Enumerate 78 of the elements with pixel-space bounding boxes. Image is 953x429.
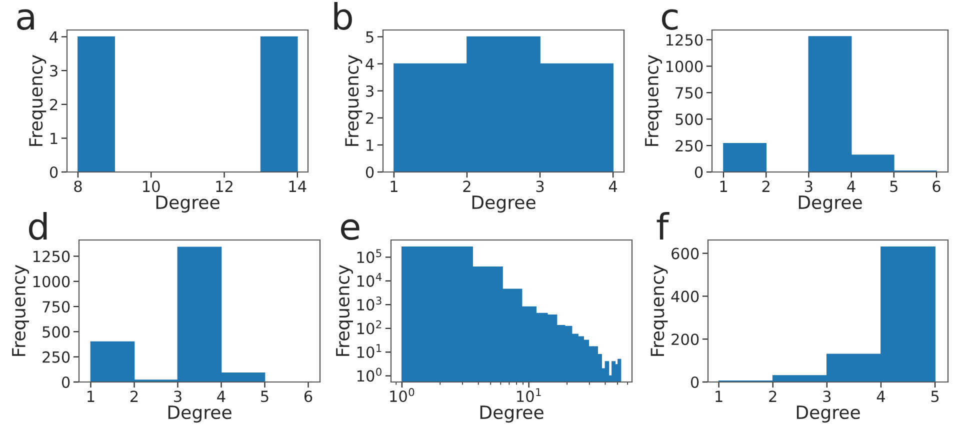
y-axis-title: Frequency	[650, 264, 668, 356]
y-tick-label: 1250	[666, 34, 703, 46]
y-tick-label: 2	[366, 112, 374, 124]
y-axis-title: Frequency	[345, 54, 362, 146]
x-axis-title: Degree	[796, 406, 860, 423]
y-tick-label: 1250	[33, 250, 70, 262]
chart-title: d	[28, 212, 47, 240]
x-tick-label: 1	[390, 180, 398, 192]
y-tick-label: 10$^{2}$	[357, 320, 382, 334]
y-tick-label: 0	[366, 166, 374, 178]
y-axis-title: Frequency	[336, 264, 353, 356]
y-tick-label: 600	[672, 248, 699, 260]
y-tick-label: 3	[366, 85, 374, 97]
y-tick-label: 2	[50, 98, 58, 110]
x-axis-title: Degree	[156, 196, 220, 213]
x-tick-label: 10$^{0}$	[390, 388, 414, 402]
x-axis-title: Degree	[798, 196, 862, 213]
y-tick-label: 3	[50, 65, 58, 77]
y-tick-label: 1000	[666, 60, 703, 72]
y-tick-label: 10$^{5}$	[357, 249, 382, 264]
y-tick-label: 10$^{4}$	[357, 272, 382, 287]
chart-title: f	[656, 212, 670, 240]
x-tick-label: 4	[847, 180, 856, 192]
y-tick-label: 500	[42, 326, 70, 338]
x-tick-label: 8	[74, 180, 82, 192]
y-tick-label: 250	[42, 351, 70, 363]
y-tick-label: 1	[366, 140, 374, 151]
x-tick-label: 1	[720, 180, 727, 192]
y-tick-label: 750	[42, 300, 70, 313]
x-tick-label: 6	[304, 390, 312, 402]
chart-title: b	[334, 2, 352, 30]
x-tick-label: 5	[261, 390, 268, 402]
y-axis-title: Frequency	[29, 54, 46, 146]
x-tick-label: 1	[88, 390, 94, 402]
chart-title: a	[17, 9, 34, 30]
y-axis-title: Frequency	[645, 54, 662, 146]
x-tick-label: 14	[289, 180, 306, 192]
x-tick-label: 12	[216, 180, 232, 192]
x-tick-label: 2	[769, 390, 776, 402]
x-tick-label: 2	[130, 390, 138, 402]
y-tick-label: 4	[366, 58, 374, 70]
y-tick-label: 10$^{1}$	[357, 344, 382, 358]
y-axis-title: Frequency	[12, 264, 30, 356]
y-tick-label: 10$^{3}$	[357, 296, 382, 311]
x-axis-title: Degree	[480, 406, 544, 423]
y-tick-label: 200	[672, 334, 699, 346]
x-tick-label: 4	[876, 390, 885, 402]
x-tick-label: 5	[931, 390, 939, 402]
x-tick-label: 6	[932, 180, 940, 192]
y-tick-label: 0	[62, 376, 70, 388]
chart-title: c	[662, 9, 678, 30]
x-tick-label: 2	[463, 180, 470, 192]
x-axis-title: Degree	[168, 406, 232, 423]
y-tick-label: 750	[676, 87, 703, 99]
x-tick-label: 1	[716, 390, 722, 402]
x-tick-label: 2	[762, 180, 770, 192]
y-tick-label: 0	[690, 376, 699, 388]
y-tick-label: 250	[676, 140, 703, 152]
x-tick-label: 3	[805, 180, 812, 192]
x-tick-label: 3	[536, 180, 544, 192]
x-tick-label: 4	[217, 390, 226, 402]
y-tick-label: 0	[50, 166, 58, 178]
chart-title: e	[340, 219, 360, 240]
x-tick-label: 5	[890, 180, 898, 192]
x-tick-label: 10$^{1}$	[517, 388, 541, 402]
y-tick-label: 10$^{0}$	[357, 368, 382, 382]
x-tick-label: 3	[823, 390, 831, 402]
x-tick-label: 10	[143, 180, 160, 192]
y-tick-label: 4	[50, 31, 58, 43]
y-tick-label: 5	[366, 31, 374, 43]
x-axis-title: Degree	[472, 196, 536, 213]
y-tick-label: 1	[50, 132, 58, 144]
y-tick-label: 400	[671, 290, 699, 302]
y-tick-label: 0	[694, 166, 703, 178]
y-tick-label: 1000	[33, 276, 70, 288]
x-tick-label: 4	[608, 180, 618, 192]
y-tick-label: 500	[676, 114, 703, 126]
x-tick-label: 3	[174, 390, 182, 402]
